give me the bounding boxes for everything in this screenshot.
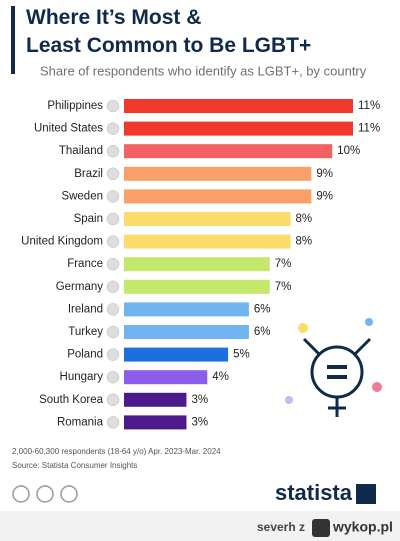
flag [106,416,120,429]
watermark-site: wykop.pl [332,519,393,535]
category-label: South Korea [39,394,104,406]
value-label: 7% [275,258,292,270]
category-label: Hungary [60,371,104,383]
flag [106,212,120,226]
value-label: 6% [254,326,271,338]
value-label: 8% [296,236,313,248]
bar [124,121,353,136]
flag [106,280,120,294]
value-label: 4% [212,371,229,383]
category-label: Spain [74,213,103,225]
value-label: 3% [191,394,208,406]
value-label: 7% [275,281,292,293]
value-label: 11% [358,100,380,112]
bar [124,99,353,113]
category-label: Thailand [59,145,103,157]
value-label: 6% [254,303,271,315]
bar [124,144,333,159]
bar [124,166,312,181]
source: Source: Statista Consumer Insights [12,461,137,470]
value-label: 5% [233,349,250,361]
flag [106,144,120,158]
brand: statista [275,480,353,505]
bar [124,234,291,249]
category-label: United States [34,123,103,135]
flag [106,235,120,248]
value-label: 10% [337,145,360,157]
category-label: Romania [57,416,104,428]
bar [124,302,249,317]
category-label: United Kingdom [21,236,103,248]
value-label: 11% [358,123,380,135]
bar [124,279,270,294]
category-label: Ireland [68,303,103,315]
bar [124,370,208,385]
category-label: France [67,258,103,270]
watermark-user: severh z [257,520,305,534]
decoration [285,318,382,417]
bar [124,347,229,362]
value-label: 8% [296,213,313,225]
value-label: 9% [316,190,333,202]
bar [124,189,312,204]
flag [106,257,120,271]
category-label: Poland [67,349,103,361]
chart-title: Where It’s Most & Least Common to Be LGBT… [26,6,311,57]
bar [124,392,187,407]
flag [106,393,120,407]
value-label: 9% [316,168,333,180]
bar [124,212,291,226]
bar [124,257,270,272]
bar [124,415,187,430]
title-line: Least Common to Be LGBT+ [26,34,311,57]
title-accent [11,6,15,74]
flag [106,348,120,361]
category-label: Turkey [68,326,103,338]
flag [106,190,120,203]
watermark-logo [312,519,330,537]
category-label: Germany [56,281,104,293]
value-label: 3% [191,416,208,428]
license-icons [12,485,78,503]
bar [124,325,249,339]
title-line: Where It’s Most & [26,6,201,29]
watermark-strip [0,511,400,541]
flag [106,325,120,339]
flag [106,370,120,384]
category-label: Sweden [61,190,103,202]
category-label: Brazil [74,168,103,180]
note: 2,000-60,300 respondents (18-64 y/o) Apr… [12,447,221,456]
brand-icon [356,484,376,504]
category-label: Philippines [47,100,103,112]
flag [106,99,120,113]
flag [106,122,120,135]
flag [106,167,120,181]
flag [106,303,120,316]
chart-subtitle: Share of respondents who identify as LGB… [40,63,367,78]
